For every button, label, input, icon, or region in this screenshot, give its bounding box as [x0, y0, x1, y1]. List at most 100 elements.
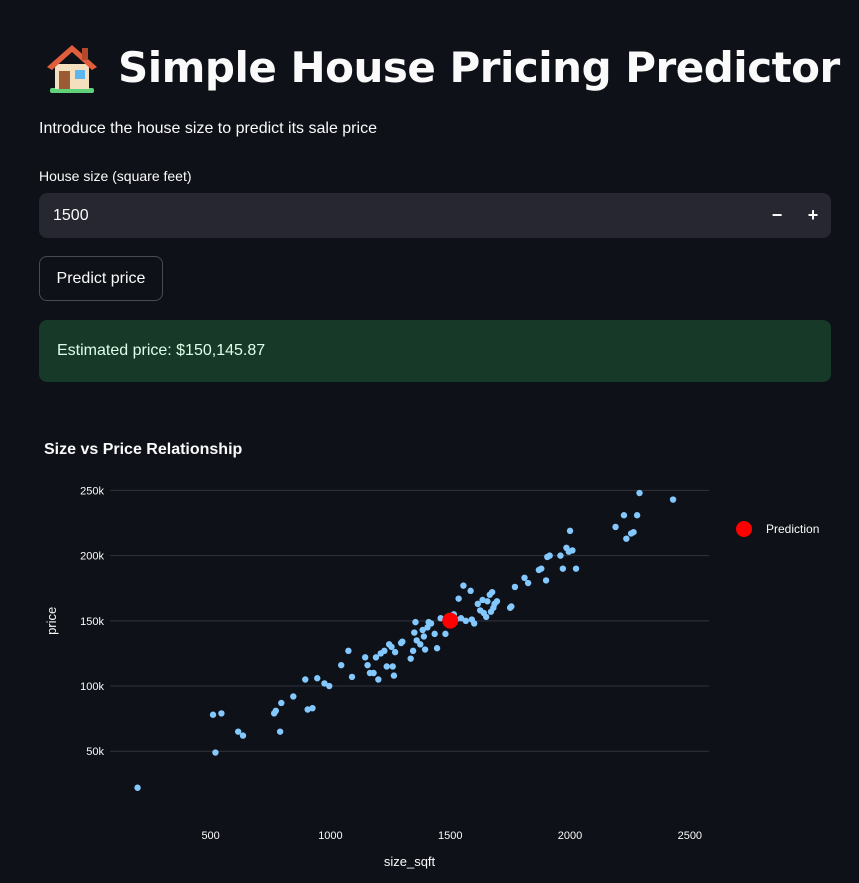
data-point: [326, 682, 333, 690]
data-point: [411, 629, 418, 636]
data-point: [309, 705, 316, 712]
chart-title: Size vs Price Relationship: [44, 441, 243, 458]
data-point: [234, 728, 242, 735]
data-point: [437, 615, 444, 622]
data-point: [209, 711, 217, 718]
data-point: [620, 512, 628, 519]
data-point: [276, 728, 284, 735]
increment-button[interactable]: +: [807, 205, 819, 225]
x-tick-label: 1000: [318, 830, 342, 842]
decrement-button[interactable]: −: [771, 205, 783, 225]
data-point: [467, 587, 474, 595]
data-point: [348, 673, 356, 681]
x-tick-label: 1500: [438, 830, 462, 842]
data-point: [493, 598, 501, 605]
data-point: [612, 523, 619, 531]
data-point: [474, 600, 481, 608]
data-point: [390, 672, 398, 679]
data-point: [272, 707, 280, 715]
data-point: [239, 732, 247, 739]
data-point: [372, 654, 380, 661]
prediction-point: [442, 612, 459, 629]
data-point: [455, 595, 462, 602]
y-axis-label: price: [44, 607, 59, 635]
data-point: [409, 647, 417, 655]
estimated-price-text: Estimated price: $150,145.87: [57, 342, 266, 359]
page-title: Simple House Pricing Predictor: [44, 40, 840, 94]
data-point: [321, 680, 328, 687]
data-point: [421, 646, 429, 653]
data-point: [364, 661, 371, 669]
x-tick-label: 500: [201, 830, 219, 842]
data-point: [417, 641, 424, 648]
data-point: [304, 706, 311, 713]
data-point: [479, 596, 486, 604]
data-point: [521, 574, 528, 581]
data-point: [488, 588, 496, 596]
data-point: [218, 710, 225, 717]
data-point: [375, 676, 382, 683]
y-tick-label: 150k: [80, 616, 104, 628]
data-point: [427, 620, 435, 627]
data-point: [633, 512, 641, 519]
house-size-label: House size (square feet): [39, 168, 192, 184]
house-icon: [47, 45, 97, 93]
data-point: [538, 565, 545, 572]
data-point: [559, 565, 567, 572]
data-point: [381, 647, 388, 655]
data-point: [345, 647, 352, 655]
data-point: [569, 547, 576, 554]
data-point: [572, 565, 580, 572]
data-point: [460, 582, 467, 589]
data-point: [370, 669, 377, 677]
chart-grid: [110, 489, 709, 752]
legend-prediction-marker: [736, 521, 752, 537]
house-size-input-container: − +: [39, 193, 831, 238]
y-tick-label: 100k: [80, 681, 104, 693]
data-point: [407, 655, 414, 662]
data-point: [524, 579, 532, 587]
chart-axes: 50k 100k 150k 200k 250k 500 1000 1500 2000 2500 si…: [44, 485, 702, 869]
data-point: [431, 630, 438, 638]
data-point: [388, 643, 395, 651]
data-point: [420, 633, 428, 640]
data-point: [302, 676, 309, 683]
data-point: [546, 552, 553, 559]
data-point: [212, 749, 219, 756]
data-point: [484, 598, 491, 605]
x-tick-label: 2000: [558, 830, 582, 842]
house-size-input[interactable]: [39, 193, 753, 238]
x-tick-label: 2500: [678, 830, 702, 842]
data-point: [442, 630, 449, 638]
data-point: [482, 613, 490, 621]
data-point: [636, 489, 643, 497]
data-point: [399, 638, 406, 645]
data-point: [462, 617, 470, 625]
chart-points: [134, 489, 677, 791]
y-tick-label: 250k: [80, 485, 104, 497]
data-point: [623, 535, 630, 542]
data-point: [557, 552, 564, 559]
predict-price-button[interactable]: Predict price: [39, 256, 163, 301]
data-point: [338, 661, 345, 669]
data-point: [134, 784, 141, 791]
data-point: [278, 699, 285, 707]
data-point: [290, 693, 297, 700]
y-tick-label: 200k: [80, 551, 104, 563]
data-point: [470, 620, 478, 627]
data-point: [457, 615, 465, 622]
data-point: [511, 583, 519, 591]
data-point: [389, 663, 396, 670]
data-point: [361, 654, 369, 661]
data-point: [630, 528, 637, 536]
data-point: [542, 577, 550, 584]
data-point: [566, 527, 574, 535]
legend-prediction-label: Prediction: [766, 522, 819, 536]
data-point: [433, 645, 441, 652]
data-point: [669, 496, 677, 503]
intro-text: Introduce the house size to predict its …: [39, 120, 377, 137]
y-tick-label: 50k: [86, 746, 104, 758]
data-point: [383, 663, 390, 670]
data-point: [419, 626, 426, 634]
data-point: [314, 675, 321, 682]
